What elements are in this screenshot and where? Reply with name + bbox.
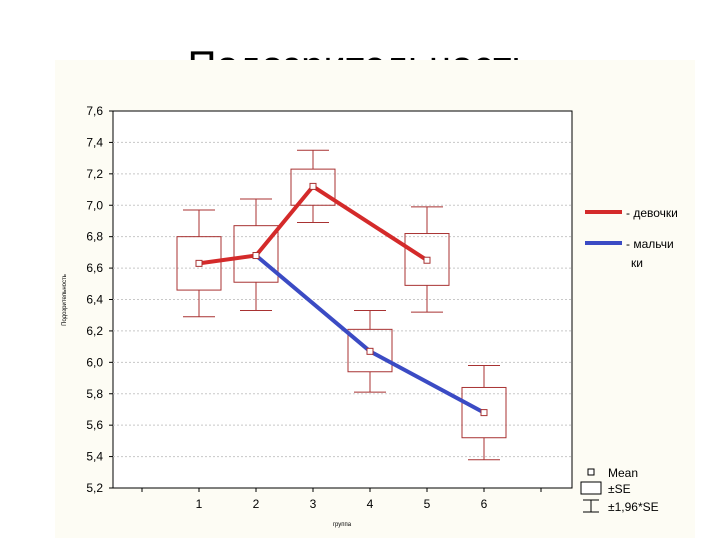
y-tick-label: 5,2 [86, 481, 103, 495]
se-box [461, 386, 507, 439]
series-line-girls [198, 184, 429, 266]
y-tick-label: 7,2 [86, 167, 103, 181]
se-box [404, 233, 450, 286]
y-tick-label: 7,0 [86, 198, 103, 212]
se-box [290, 168, 336, 206]
mean-marker [423, 256, 431, 264]
legend-se-icon [580, 481, 602, 495]
x-tick-label: 1 [196, 497, 203, 511]
se-box [176, 236, 222, 291]
x-tick-label: 4 [367, 497, 374, 511]
y-tick-label: 7,6 [86, 104, 103, 118]
mean-marker [252, 252, 260, 260]
legend-se-label: ±SE [608, 482, 631, 496]
x-tick-label: 2 [253, 497, 260, 511]
se-box [233, 225, 279, 283]
y-tick-label: 5,6 [86, 418, 103, 432]
se-box [347, 328, 393, 373]
mean-marker [366, 347, 374, 355]
x-axis-label: группа [333, 522, 352, 528]
x-tick-label: 5 [424, 497, 431, 511]
y-tick-label: 7,4 [86, 135, 103, 149]
mean-marker [480, 409, 488, 417]
legend-mean-label: Mean [608, 466, 638, 480]
y-tick-label: 5,8 [86, 387, 103, 401]
y-axis-label: Подозрительность [62, 274, 68, 326]
y-tick-label: 6,6 [86, 261, 103, 275]
legend-mean-icon [587, 468, 595, 476]
mean-marker [195, 259, 203, 267]
y-tick-label: 5,4 [86, 450, 103, 464]
y-tick-label: 6,2 [86, 324, 103, 338]
legend-label-boys-cont: ки [631, 256, 643, 270]
mean-marker [309, 182, 317, 190]
y-tick-label: 6,4 [86, 293, 103, 307]
legend-label-girls: - девочки [626, 206, 678, 220]
x-tick-label: 3 [310, 497, 317, 511]
y-tick-label: 6,8 [86, 230, 103, 244]
legend-label-boys: - мальчи [626, 237, 674, 251]
legend-ci-label: ±1,96*SE [608, 500, 659, 514]
x-tick-label: 6 [481, 497, 488, 511]
y-tick-label: 6,0 [86, 355, 103, 369]
